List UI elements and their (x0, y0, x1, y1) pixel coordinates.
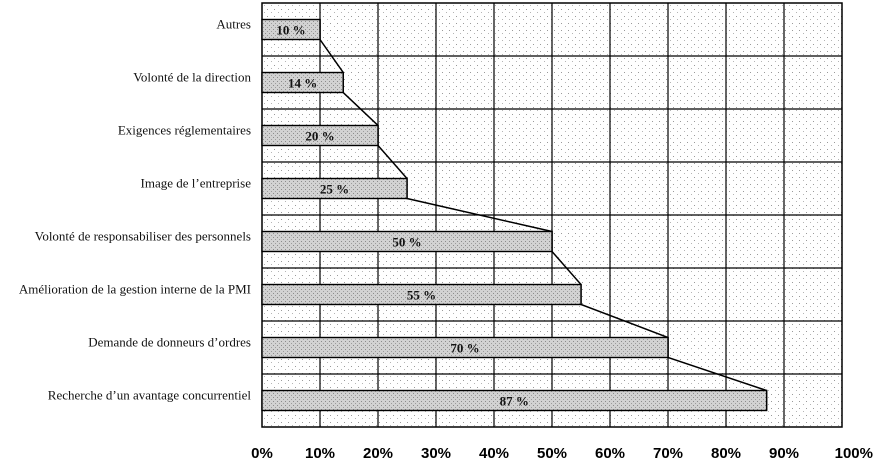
x-tick-label: 30% (421, 445, 451, 462)
data-label: 14 % (288, 76, 317, 91)
bar (261, 18, 321, 41)
x-tick-label: 70% (653, 445, 683, 462)
category-label: Recherche d’un avantage concurrentiel (48, 388, 252, 403)
data-label: 10 % (276, 23, 305, 38)
category-label: Amélioration de la gestion interne de la… (19, 282, 251, 297)
category-labels: Autres Volonté de la direction Exigences r… (19, 17, 252, 403)
category-label: Autres (216, 17, 251, 32)
bar (261, 124, 379, 147)
bar (261, 230, 553, 253)
x-tick-label: 20% (363, 445, 393, 462)
x-tick-label: 40% (479, 445, 509, 462)
x-tick-label: 90% (769, 445, 799, 462)
data-label: 25 % (320, 182, 349, 197)
data-label: 50 % (392, 235, 421, 250)
bar (261, 283, 582, 306)
category-label: Volonté de la direction (133, 70, 251, 85)
category-label: Demande de donneurs d’ordres (88, 335, 251, 350)
x-tick-label: 0% (251, 445, 273, 462)
data-label: 87 % (500, 394, 529, 409)
bar (261, 177, 408, 200)
bars-group: 10 % 14 % 20 % 25 % 50 % 55 % 70 % 87 % (261, 18, 768, 412)
data-label: 20 % (305, 129, 334, 144)
x-tick-label: 60% (595, 445, 625, 462)
category-label: Image de l’entreprise (141, 176, 252, 191)
bar (261, 389, 768, 412)
x-tick-label: 100% (835, 445, 873, 462)
data-label: 55 % (407, 288, 436, 303)
category-label: Volonté de responsabiliser des personnel… (35, 229, 251, 244)
x-tick-label: 50% (537, 445, 567, 462)
category-label: Exigences réglementaires (118, 123, 251, 138)
x-tick-label: 80% (711, 445, 741, 462)
x-tick-label: 10% (305, 445, 335, 462)
bar (261, 336, 669, 359)
data-label: 70 % (450, 341, 479, 356)
bar (261, 71, 344, 94)
x-axis-ticks: 0% 10% 20% 30% 40% 50% 60% 70% 80% 90% 100% (251, 445, 873, 462)
